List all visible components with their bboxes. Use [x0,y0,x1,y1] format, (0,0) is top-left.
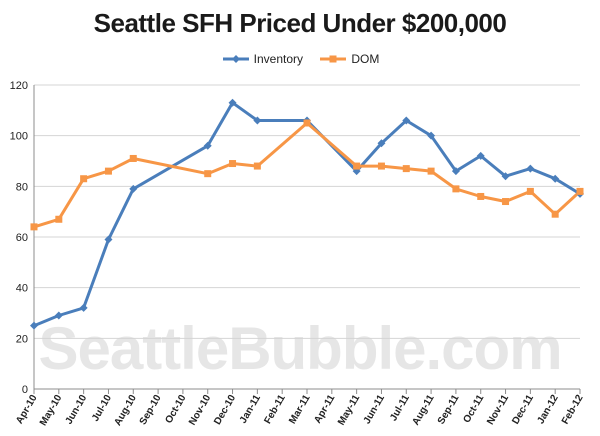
data-point-dom [204,170,212,178]
data-point-dom [104,167,112,175]
x-tick-label: Feb-11 [262,393,288,426]
data-point-dom [402,165,410,173]
legend-label-inventory: Inventory [253,52,303,66]
x-tick-label: May-10 [38,393,65,428]
data-point-dom [303,119,311,127]
data-point-dom [477,192,485,200]
legend-swatch-inventory [222,55,249,63]
x-tick-label: Nov-10 [187,393,213,428]
x-tick-label: Sep-10 [138,393,164,427]
data-point-dom [526,187,534,195]
data-point-inventory [228,98,237,107]
x-tick-label: Oct-11 [462,393,487,425]
y-tick-label: 120 [10,80,28,92]
data-point-inventory [551,174,560,183]
data-point-dom [452,185,460,193]
x-tick-label: Jan-12 [535,393,561,426]
x-tick-label: Nov-11 [485,393,511,427]
x-tick-label: May-11 [336,393,362,428]
x-tick-label: Jul-11 [388,393,412,423]
y-tick-label: 0 [22,384,28,396]
x-tick-label: Mar-11 [287,393,313,426]
data-point-dom [80,175,88,183]
x-tick-label: Apr-10 [14,393,40,426]
x-tick-label: Dec-10 [212,393,238,427]
data-point-dom [229,160,237,168]
data-point-inventory [402,116,411,125]
series-line-dom [33,121,582,229]
x-tick-label: Jun-10 [64,393,90,427]
legend-item-inventory: Inventory [221,52,303,66]
data-point-dom [129,154,137,162]
data-point-dom [55,215,63,223]
x-tick-label: Jul-10 [90,393,114,424]
chart-title: Seattle SFH Priced Under $200,000 [93,8,507,38]
x-tick-label: Jan-11 [238,393,263,426]
x-tick-label: Aug-10 [112,393,139,428]
data-point-inventory [526,164,535,173]
data-point-dom [502,198,510,206]
data-point-inventory [377,139,386,148]
data-point-dom [377,162,385,170]
y-tick-label: 40 [16,283,28,295]
x-tick-label: Dec-11 [510,393,536,427]
data-point-inventory [253,116,262,125]
data-point-inventory [54,311,63,320]
y-tick-label: 100 [10,131,28,143]
y-tick-label: 20 [16,333,28,345]
x-tick-label: Jun-11 [362,393,388,426]
data-point-dom [576,187,584,195]
y-tick-label: 60 [16,232,28,244]
x-tick-label: Apr-11 [312,393,337,426]
data-point-inventory [104,235,113,244]
data-point-inventory [30,321,38,330]
data-point-dom [30,223,38,231]
data-point-dom [353,162,361,170]
legend-item-dom: DOM [318,52,379,66]
legend-label-dom: DOM [351,52,380,66]
x-tick-label: Feb-12 [560,393,586,427]
x-tick-label: Sep-11 [436,393,462,427]
data-point-dom [551,210,559,218]
data-point-inventory [129,184,138,193]
legend-swatch-dom [320,55,347,63]
legend: Inventory DOM [0,52,600,67]
data-point-inventory [451,167,460,176]
x-tick-label: Oct-10 [163,393,188,426]
data-point-inventory [476,151,485,160]
data-point-inventory [79,303,88,312]
data-point-dom [253,162,261,170]
data-point-dom [427,167,435,175]
x-tick-label: Aug-11 [410,393,436,428]
data-point-inventory [501,172,510,181]
data-point-inventory [203,141,212,150]
y-tick-label: 80 [16,181,28,193]
data-point-inventory [427,131,436,140]
